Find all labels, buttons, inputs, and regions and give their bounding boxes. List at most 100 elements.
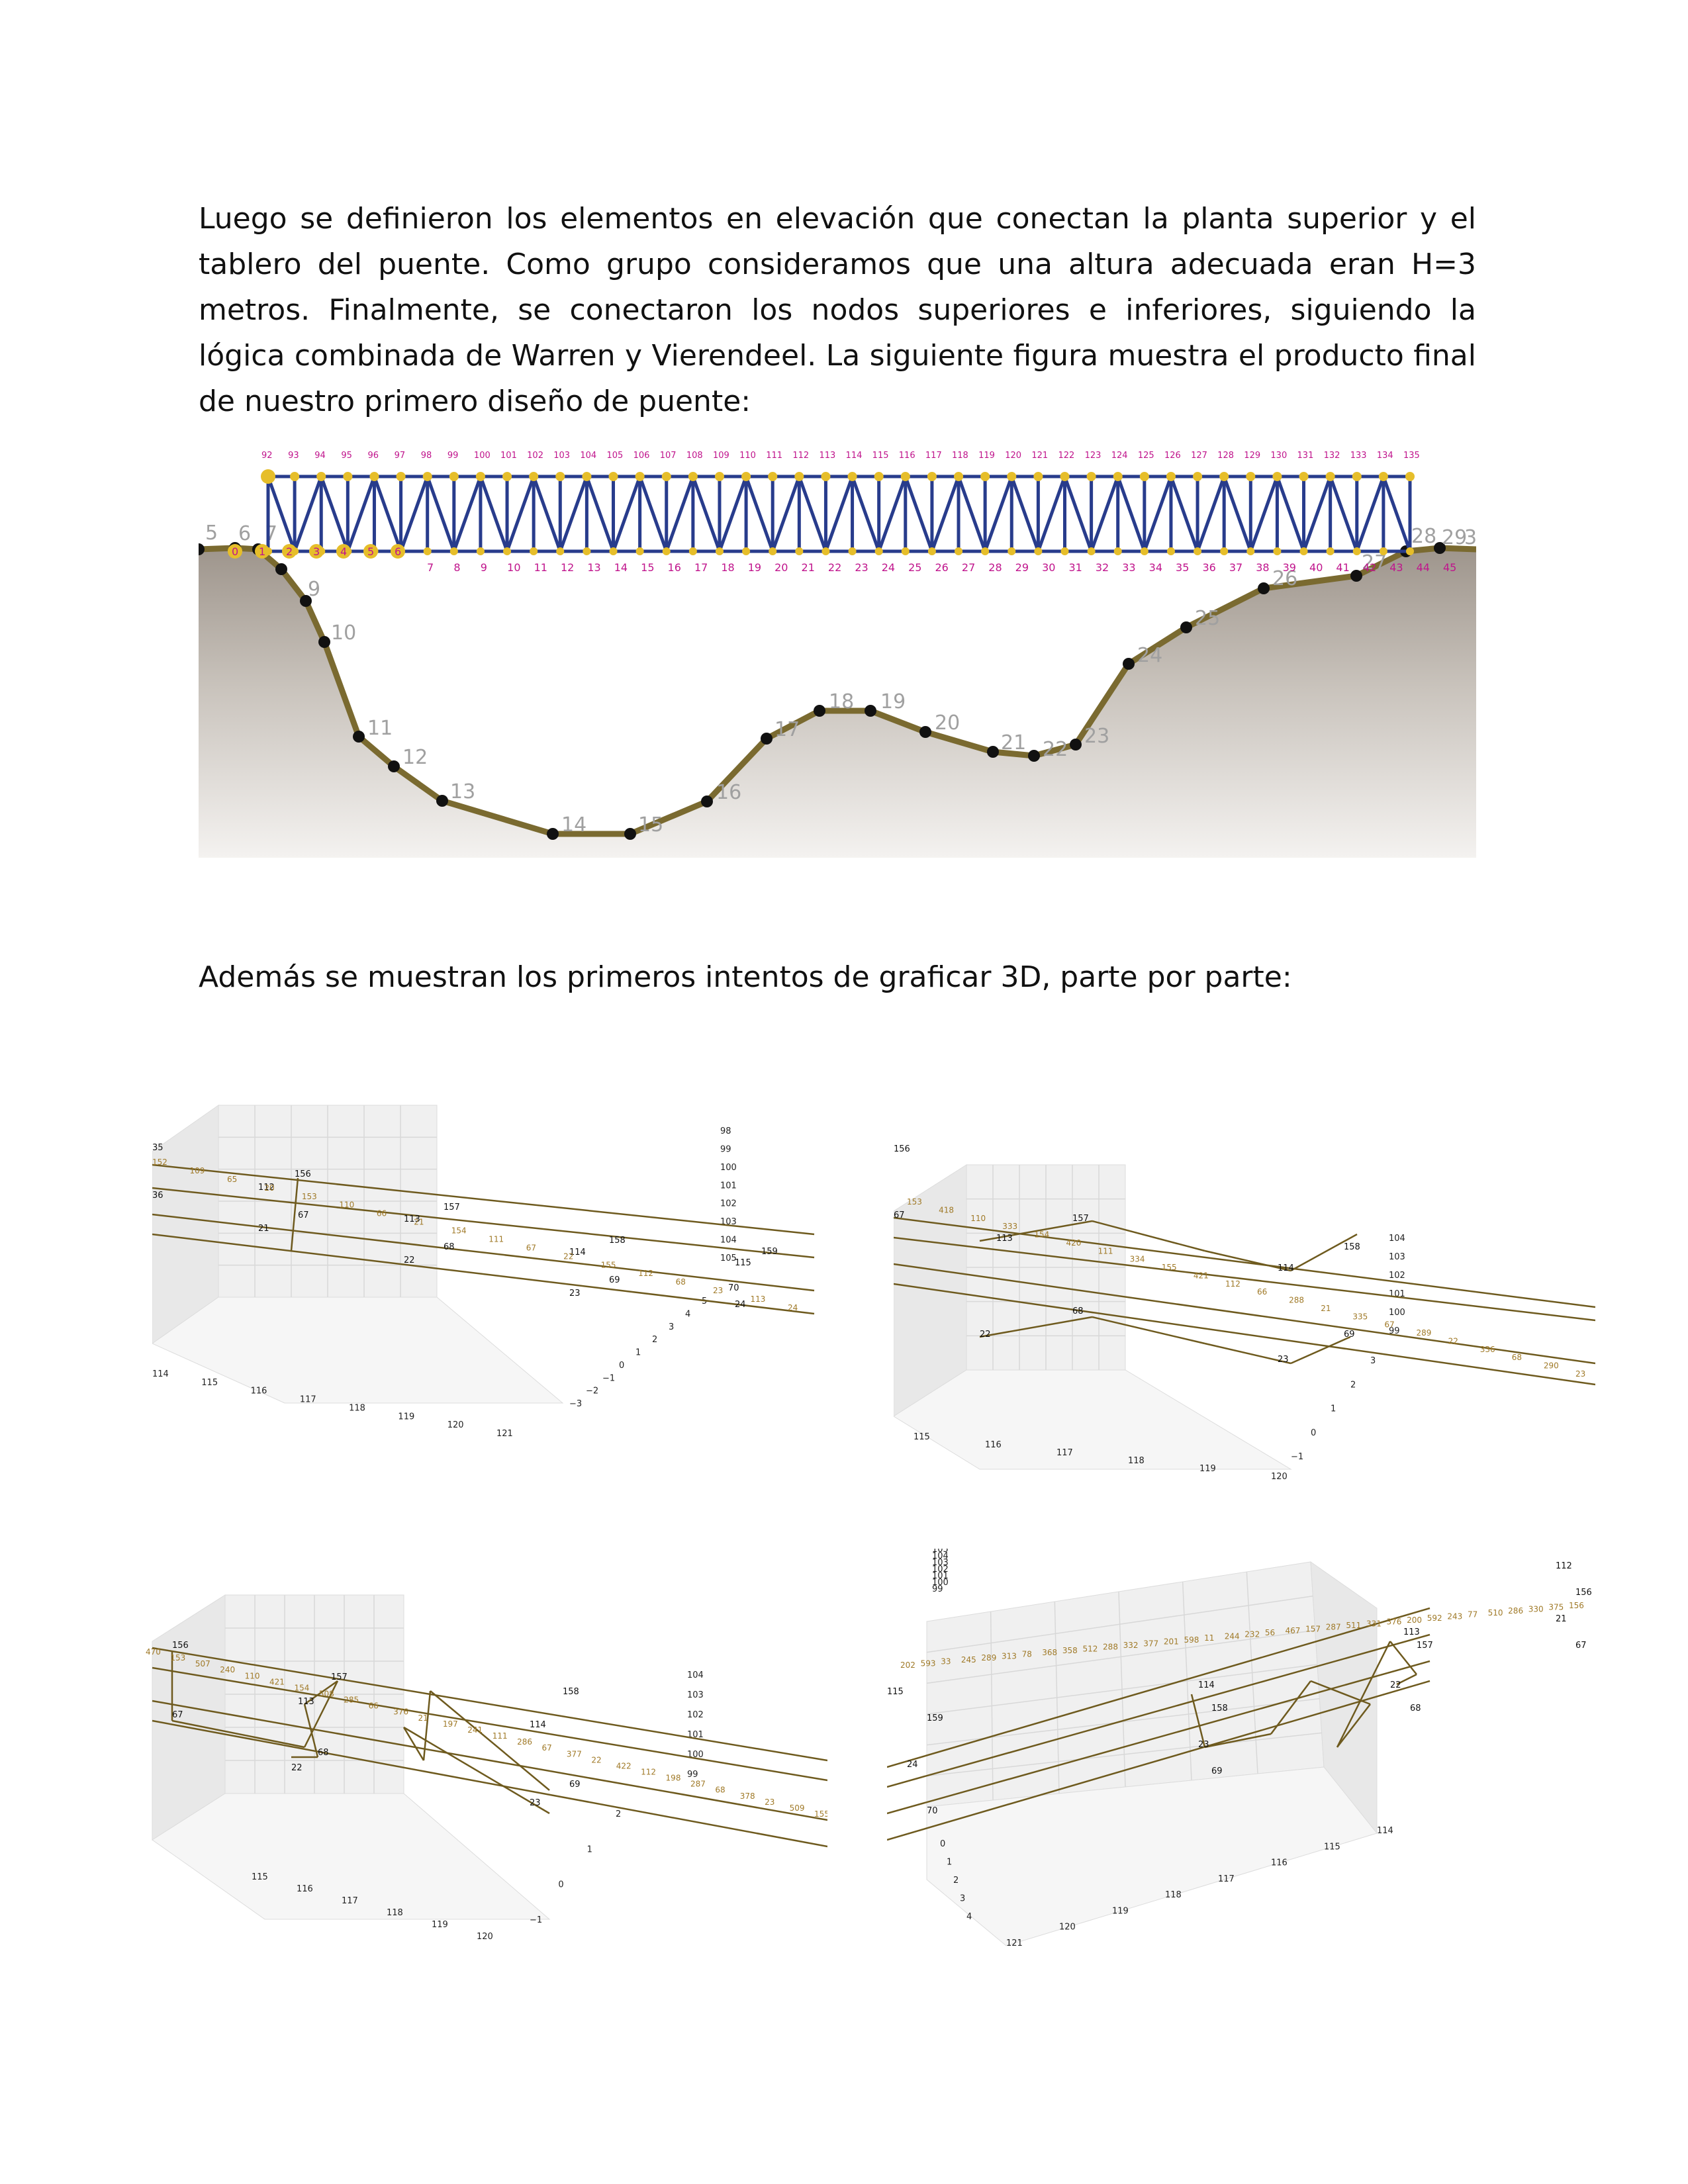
- node-label: 115: [735, 1258, 751, 1268]
- top-node-label: 118: [952, 451, 968, 461]
- deck-node: [1087, 547, 1096, 555]
- member-line: [1396, 1673, 1417, 1686]
- member-label: 286: [1508, 1606, 1523, 1615]
- terrain-node-label: 14: [561, 813, 586, 837]
- x-tick-label: 115: [1324, 1842, 1340, 1852]
- terrain-node: [388, 760, 400, 772]
- terrain-node-label: 29: [1442, 526, 1467, 549]
- member-label: 65: [227, 1175, 237, 1184]
- top-node-label: 117: [925, 451, 942, 461]
- truss-diagonal: [930, 476, 961, 552]
- truss-diagonal: [399, 476, 430, 552]
- deck-node: [1166, 547, 1175, 555]
- terrain-profile-line: [198, 545, 1477, 837]
- z-tick-label: 102: [932, 1565, 949, 1574]
- truss-diagonal: [426, 476, 456, 552]
- terrain-node-label: 17: [774, 718, 800, 741]
- truss-diagonal: [558, 476, 588, 552]
- member-label: 336: [1480, 1345, 1495, 1354]
- terrain-node: [318, 636, 330, 648]
- member-label: 22: [591, 1755, 601, 1764]
- z-tick-label: 100: [720, 1163, 737, 1173]
- terrain-node: [1070, 739, 1082, 751]
- top-node: [874, 472, 884, 481]
- top-node-label: 108: [686, 451, 703, 461]
- deck-node-left: [282, 544, 297, 559]
- top-node-label: 113: [819, 451, 835, 461]
- terrain-node-label: 24: [1137, 644, 1162, 667]
- member-line: [1092, 1220, 1205, 1252]
- top-node: [688, 472, 698, 481]
- top-node-label: 114: [846, 451, 863, 461]
- node-label: 69: [609, 1275, 620, 1285]
- terrain-node-label: 25: [1195, 607, 1220, 630]
- top-node: [1246, 472, 1256, 481]
- terrain-node: [353, 731, 365, 743]
- top-node-label: 106: [633, 451, 650, 461]
- node-label: 21: [258, 1224, 269, 1234]
- truss-diagonal: [1037, 476, 1066, 552]
- deck-node: [1220, 547, 1229, 555]
- terrain-node-label: 18: [829, 690, 854, 713]
- member-label: 202: [900, 1661, 915, 1670]
- member-line: [1204, 1733, 1272, 1749]
- top-node: [1113, 472, 1123, 481]
- member-line: [893, 1283, 1596, 1386]
- member-label: 154: [294, 1683, 309, 1692]
- top-node: [1299, 472, 1309, 481]
- deck-node-label: 32: [1096, 561, 1109, 574]
- y-tick-label: −3: [569, 1399, 582, 1409]
- top-node-label: 104: [580, 451, 596, 461]
- y-tick-label: 2: [953, 1876, 959, 1886]
- truss-diagonal: [957, 476, 987, 552]
- member-label: 333: [1002, 1222, 1017, 1231]
- member-label: 112: [641, 1767, 656, 1776]
- top-node: [449, 472, 459, 481]
- terrain-node-label: 11: [367, 717, 393, 740]
- node-label: 115: [887, 1687, 904, 1697]
- node-label: 113: [298, 1697, 314, 1707]
- member-label: 358: [1062, 1646, 1078, 1655]
- node-label: 24: [735, 1300, 746, 1310]
- floor-pane: [893, 1369, 1292, 1470]
- x-tick-label: 119: [1199, 1464, 1216, 1474]
- member-label: 33: [941, 1657, 951, 1666]
- member-label: 376: [393, 1707, 408, 1717]
- member-label: 155: [814, 1809, 827, 1819]
- deck-node-label: 7: [427, 561, 434, 574]
- top-node: [794, 472, 804, 481]
- node-label: 114: [569, 1248, 586, 1257]
- deck-node-label: 9: [481, 561, 487, 574]
- node-label: 68: [444, 1242, 455, 1252]
- deck-node-label: 25: [908, 561, 921, 574]
- member-label: 467: [1286, 1626, 1301, 1635]
- member-label: 66: [369, 1702, 379, 1711]
- member-label: 332: [1123, 1641, 1139, 1650]
- terrain-node-label: 20: [935, 711, 960, 735]
- member-line: [303, 1680, 339, 1748]
- deck-node-label: 38: [1256, 561, 1269, 574]
- member-label: 22: [563, 1251, 573, 1261]
- ground-area: [199, 548, 1476, 858]
- terrain-node-label: 21: [1001, 731, 1026, 754]
- top-node: [1060, 472, 1070, 481]
- member-label: 77: [1468, 1610, 1477, 1619]
- node-label: 22: [980, 1330, 991, 1340]
- member-line: [422, 1690, 432, 1761]
- member-label: 510: [1488, 1608, 1503, 1617]
- deck-node: [927, 547, 936, 555]
- node-label: 114: [1278, 1263, 1294, 1273]
- deck-node: [955, 547, 963, 555]
- member-line: [886, 1633, 1430, 1788]
- node-label: 22: [404, 1255, 415, 1265]
- truss-diagonal: [1169, 476, 1199, 552]
- node-label: 114: [1198, 1680, 1215, 1690]
- top-node: [396, 472, 406, 481]
- top-node-label: 97: [395, 451, 406, 461]
- node-label: 113: [404, 1214, 420, 1224]
- plot-3d-part-2: 99 100 101 102 103 104 115 116 117 118 119 120 −1 0 1 2…: [893, 1138, 1596, 1489]
- member-line: [1190, 1694, 1206, 1748]
- terrain-node-label: 13: [450, 780, 475, 803]
- truss-diagonal: [612, 476, 641, 552]
- top-node: [661, 472, 671, 481]
